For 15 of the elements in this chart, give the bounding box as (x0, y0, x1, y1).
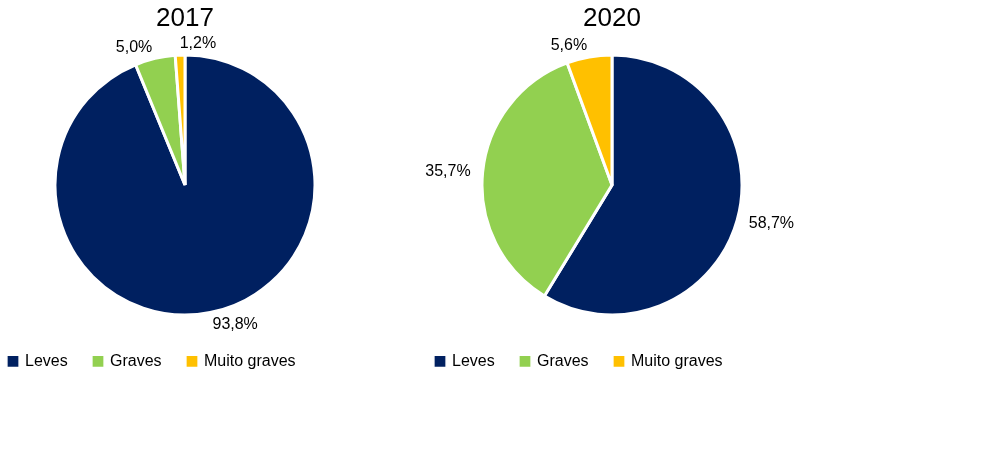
legend-label: Muito graves (204, 352, 296, 370)
data-label: 1,2% (179, 34, 217, 52)
legend-label: Graves (537, 352, 589, 370)
data-label: 35,7% (425, 162, 471, 180)
data-label: 5,0% (115, 37, 153, 55)
legend-label: Graves (110, 352, 162, 370)
data-label: 5,6% (550, 36, 588, 54)
legend-label: Leves (25, 352, 68, 370)
chart-title: 2020 (583, 2, 641, 32)
data-label: 58,7% (748, 214, 795, 232)
pie-slice (53, 53, 317, 317)
legend-label: Muito graves (631, 352, 723, 370)
chart-title: 2017 (156, 2, 214, 32)
legend-label: Leves (452, 352, 495, 370)
data-label: 93,8% (212, 315, 258, 333)
